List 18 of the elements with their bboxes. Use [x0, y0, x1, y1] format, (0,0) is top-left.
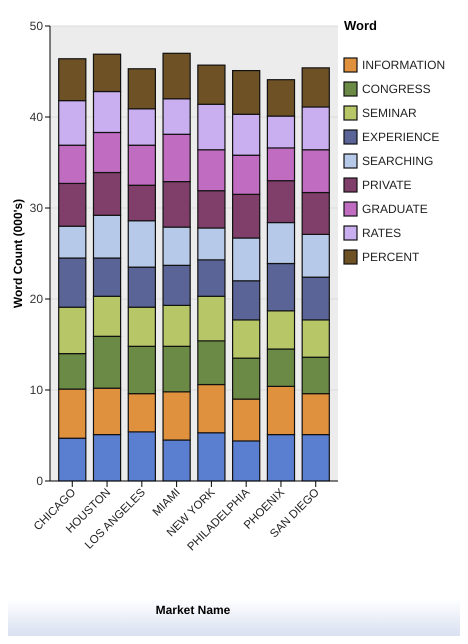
legend-label: CONGRESS [362, 82, 431, 96]
y-tick-label: 20 [30, 292, 44, 306]
legend-label: INFORMATION [362, 58, 446, 72]
x-axis-title: Market Name [156, 603, 231, 617]
legend-label: GRADUATE [362, 202, 428, 216]
legend-label: SEMINAR [362, 106, 418, 120]
y-tick-label: 50 [30, 19, 44, 34]
legend-label: SEARCHING [362, 154, 434, 168]
legend-label: RATES [362, 226, 402, 240]
legend-label: PERCENT [362, 250, 420, 264]
legend-label: PRIVATE [362, 178, 412, 192]
y-tick-label: 10 [30, 383, 44, 398]
y-tick-label: 30 [30, 201, 44, 216]
legend-label: EXPERIENCE [362, 130, 440, 144]
y-tick-label: 0 [36, 474, 44, 488]
y-axis-title: Word Count (000's) [11, 198, 25, 308]
legend-title: Word [344, 18, 378, 33]
y-tick-label: 40 [30, 110, 44, 124]
